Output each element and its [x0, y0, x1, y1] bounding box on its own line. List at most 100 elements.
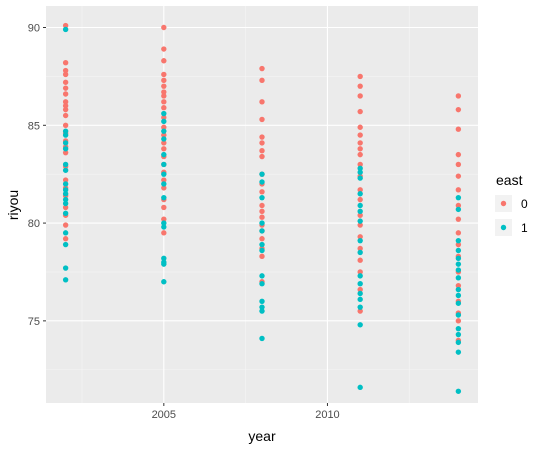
data-point-east-1: [357, 202, 363, 209]
data-point-east-1: [259, 194, 265, 201]
data-point-east-0: [259, 253, 265, 260]
y-axis-ticks: 75 80 85 90: [28, 23, 46, 328]
data-point-east-1: [161, 128, 167, 134]
data-point-east-1: [62, 191, 69, 197]
data-point-east-0: [259, 134, 265, 140]
data-point-east-1: [455, 255, 462, 261]
data-point-east-0: [259, 99, 265, 105]
data-point-east-0: [161, 99, 167, 105]
data-point-east-0: [161, 230, 167, 236]
legend-label-1: 1: [521, 221, 528, 235]
y-tick-label: 85: [28, 120, 40, 132]
data-point-east-0: [259, 148, 265, 154]
data-point-east-1: [455, 312, 462, 318]
data-point-east-0: [161, 24, 167, 31]
data-point-east-1: [259, 281, 265, 287]
data-point-east-0: [62, 106, 69, 113]
data-point-east-0: [259, 116, 265, 123]
data-point-east-1: [62, 187, 69, 193]
data-point-east-0: [455, 151, 462, 158]
data-point-east-0: [455, 161, 462, 168]
data-point-east-0: [259, 65, 265, 72]
data-point-east-1: [62, 196, 69, 203]
data-point-east-1: [161, 136, 167, 142]
data-point-east-0: [161, 124, 167, 130]
data-point-east-1: [62, 277, 69, 283]
data-point-east-0: [161, 185, 167, 191]
data-point-east-1: [161, 224, 167, 230]
data-point-east-1: [455, 349, 462, 355]
data-point-east-0: [357, 245, 363, 252]
data-point-east-1: [259, 335, 265, 342]
data-point-east-0: [259, 214, 265, 220]
data-point-east-1: [62, 132, 69, 138]
data-point-east-1: [259, 179, 265, 185]
data-point-east-0: [259, 208, 265, 215]
data-point-east-0: [357, 73, 363, 80]
x-axis-ticks: 2005 2010: [152, 403, 340, 421]
data-point-east-1: [62, 241, 69, 248]
data-point-east-1: [161, 118, 167, 125]
data-point-east-1: [62, 140, 69, 146]
data-point-east-1: [455, 237, 462, 244]
data-point-east-1: [357, 237, 363, 244]
data-point-east-1: [161, 181, 167, 187]
data-point-east-0: [161, 132, 167, 138]
data-point-east-0: [62, 60, 69, 66]
data-point-east-1: [62, 146, 69, 152]
data-point-east-0: [455, 318, 462, 324]
data-point-east-0: [259, 189, 265, 195]
data-point-east-0: [161, 46, 167, 52]
data-point-east-1: [259, 220, 265, 226]
data-point-east-1: [357, 296, 363, 303]
data-point-east-0: [62, 67, 69, 74]
data-point-east-0: [455, 93, 462, 99]
x-tick-label: 2010: [315, 409, 339, 421]
data-point-east-1: [455, 261, 462, 267]
data-point-east-1: [357, 165, 363, 172]
data-point-east-1: [357, 208, 363, 215]
data-point-east-1: [455, 286, 462, 293]
data-point-east-1: [455, 275, 462, 281]
legend-key-0: [500, 200, 507, 207]
data-point-east-1: [62, 265, 69, 271]
legend-title: east: [496, 172, 523, 188]
data-point-east-1: [161, 279, 167, 285]
data-point-east-0: [357, 222, 363, 228]
data-point-east-1: [455, 206, 462, 213]
data-point-east-0: [161, 146, 167, 152]
data-points: [62, 22, 462, 394]
data-point-east-0: [357, 257, 363, 263]
data-point-east-1: [62, 181, 69, 187]
data-point-east-0: [161, 104, 167, 111]
data-point-east-1: [357, 322, 363, 328]
data-point-east-1: [357, 384, 363, 391]
data-point-east-0: [357, 151, 363, 158]
data-point-east-1: [62, 230, 69, 236]
data-point-east-0: [62, 222, 69, 228]
data-point-east-1: [161, 161, 167, 168]
data-point-east-1: [455, 339, 462, 346]
data-point-east-0: [161, 216, 167, 222]
data-point-east-0: [161, 93, 167, 99]
data-point-east-0: [259, 202, 265, 209]
data-point-east-0: [62, 236, 69, 242]
data-point-east-0: [62, 71, 69, 78]
data-point-east-0: [357, 146, 363, 152]
data-point-east-0: [62, 177, 69, 183]
data-point-east-0: [62, 122, 69, 128]
data-point-east-1: [357, 249, 363, 256]
data-point-east-1: [62, 167, 69, 173]
data-point-east-1: [357, 169, 363, 175]
data-point-east-1: [161, 255, 167, 261]
data-point-east-0: [455, 241, 462, 248]
data-point-east-0: [357, 93, 363, 99]
data-point-east-0: [62, 22, 69, 29]
data-point-east-1: [455, 300, 462, 306]
data-point-east-0: [161, 204, 167, 211]
data-point-east-0: [455, 202, 462, 209]
data-point-east-0: [357, 286, 363, 293]
data-point-east-0: [161, 114, 167, 121]
data-point-east-1: [455, 267, 462, 273]
data-point-east-1: [62, 161, 69, 168]
